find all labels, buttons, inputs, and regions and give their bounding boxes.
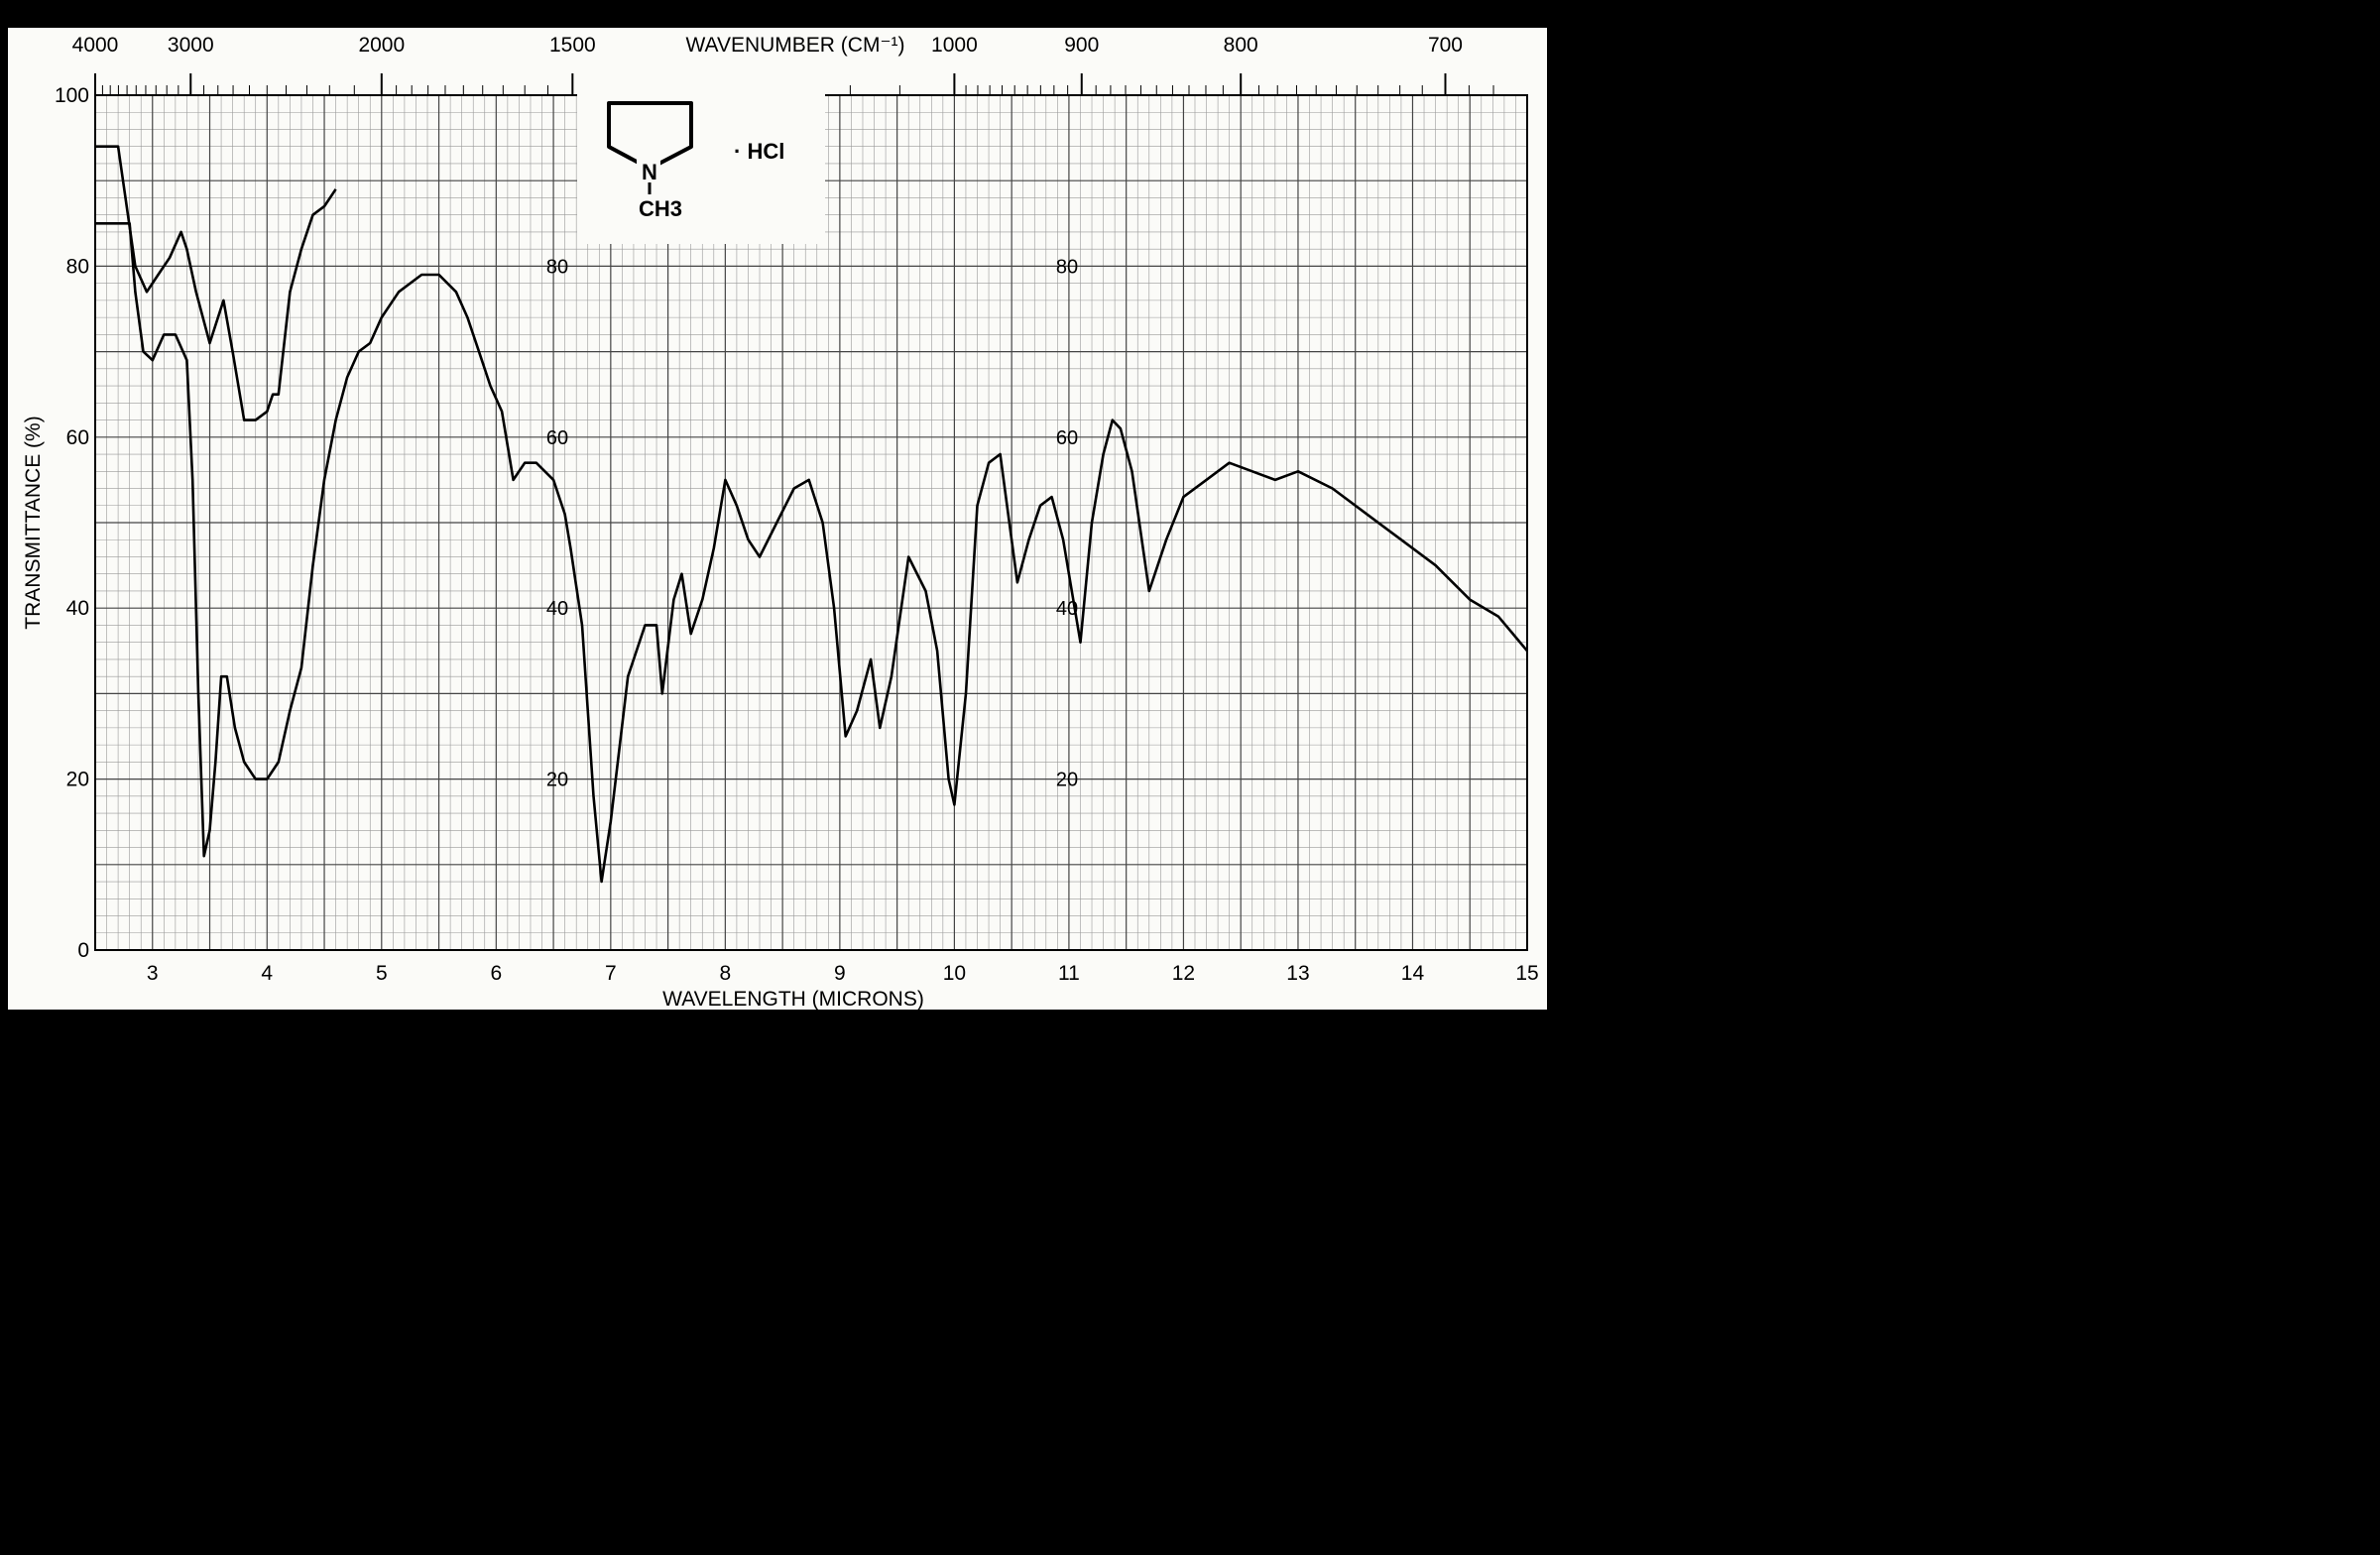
x-tick-label: 13: [1286, 962, 1309, 985]
wavenumber-tick-label: 3000: [168, 34, 214, 57]
y-tick-label: 100: [55, 84, 89, 107]
wavenumber-tick-label: 800: [1224, 34, 1258, 57]
x-tick-label: 3: [147, 962, 159, 985]
wavenumber-tick-label: 700: [1428, 34, 1463, 57]
salt-label: · HCl: [734, 139, 784, 164]
wavenumber-tick-label: 900: [1064, 34, 1099, 57]
inner-y-label: 20: [1056, 770, 1078, 791]
nitrogen-label: N: [642, 160, 657, 184]
x-tick-label: 5: [376, 962, 388, 985]
inner-y-label: 60: [1056, 427, 1078, 449]
pyrrolidine-ring-icon: [607, 101, 693, 171]
wavenumber-tick-label: 1500: [549, 34, 596, 57]
y-tick-label: 80: [66, 255, 89, 278]
structure-box: N CH3 · HCl: [577, 77, 825, 244]
methyl-label: CH3: [639, 196, 682, 221]
x-tick-label: 8: [720, 962, 732, 985]
x-axis-label: WAVELENGTH (MICRONS): [662, 988, 924, 1011]
y-tick-label: 20: [66, 769, 89, 791]
wavenumber-tick-label: 4000: [72, 34, 119, 57]
x-tick-labels: 3 4 5 6 7 8 9 10 11 12 13 14 15: [147, 962, 1539, 985]
inner-y-label: 80: [1056, 256, 1078, 278]
inner-y-label: 20: [546, 770, 568, 791]
x-tick-label: 7: [605, 962, 617, 985]
x-tick-label: 10: [943, 962, 966, 985]
sample-spectrum-line: [95, 222, 1528, 884]
y-tick-labels: 0 20 40 60 80 100: [55, 84, 89, 962]
wavenumber-tick-label: 1000: [931, 34, 978, 57]
y-tick-label: 60: [66, 426, 89, 449]
y-axis-label: TRANSMITTANCE (%): [22, 416, 45, 629]
x-tick-label: 4: [261, 962, 273, 985]
inner-y-label: 60: [546, 427, 568, 449]
x-tick-label: 6: [490, 962, 502, 985]
wavenumber-axis-label: WAVENUMBER (CM⁻¹): [685, 34, 904, 57]
x-tick-label: 11: [1058, 962, 1080, 985]
x-tick-label: 12: [1172, 962, 1195, 985]
x-tick-label: 14: [1401, 962, 1425, 985]
inner-y-label: 40: [1056, 598, 1078, 620]
inner-y-label: 40: [546, 598, 568, 620]
x-tick-label: 15: [1515, 962, 1538, 985]
y-tick-label: 40: [66, 597, 89, 620]
wavenumber-tick-label: 2000: [358, 34, 405, 57]
atom-mask: [637, 157, 660, 182]
spectrum-traces: [95, 145, 1528, 884]
inner-y-labels: 80 60 40 20 80 60 40 20: [546, 256, 1078, 790]
x-tick-label: 9: [834, 962, 846, 985]
top-label-background: [647, 28, 944, 58]
inner-y-label: 80: [546, 256, 568, 278]
y-tick-label: 0: [77, 939, 89, 962]
reference-spectrum-line: [95, 145, 337, 421]
wavenumber-tick-labels: 4000 3000 2000 1500 1000 900 800 700: [72, 34, 1463, 57]
